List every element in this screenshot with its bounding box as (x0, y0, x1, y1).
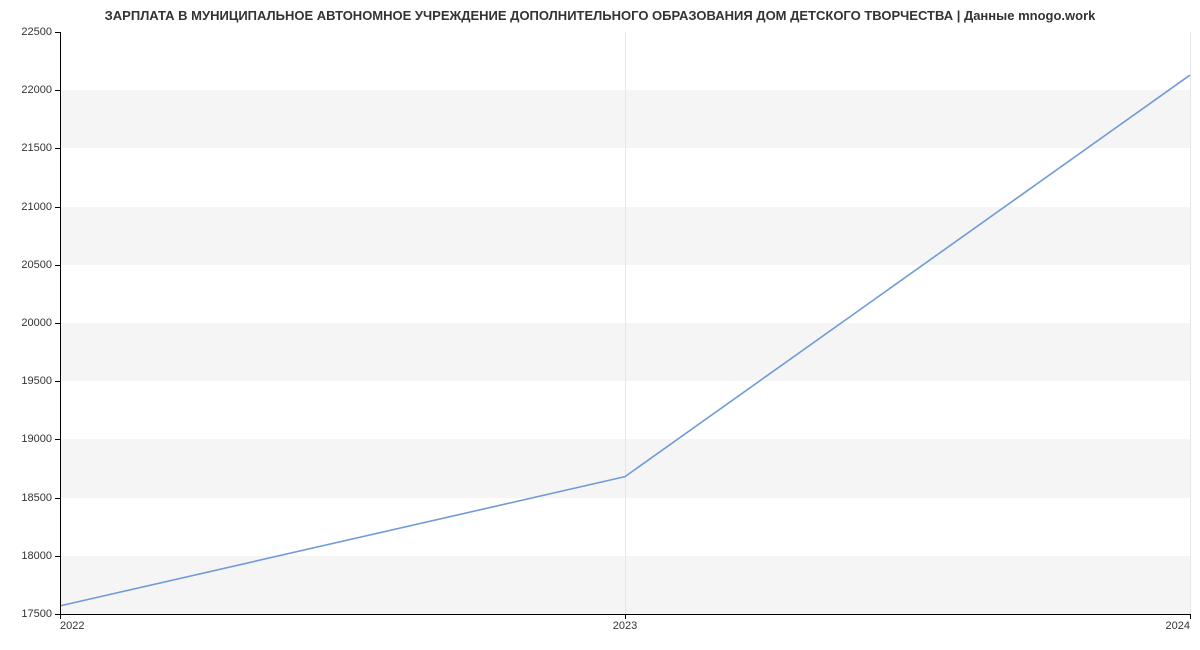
chart-title: ЗАРПЛАТА В МУНИЦИПАЛЬНОЕ АВТОНОМНОЕ УЧРЕ… (0, 8, 1200, 23)
line-layer (60, 32, 1190, 614)
y-tick-mark (55, 439, 60, 440)
y-tick-mark (55, 498, 60, 499)
x-tick-label: 2023 (613, 620, 637, 632)
x-tick-mark (1190, 614, 1191, 619)
chart-container: 1750018000185001900019500200002050021000… (60, 32, 1190, 614)
y-tick-mark (55, 148, 60, 149)
y-tick-mark (55, 90, 60, 91)
series-line (60, 75, 1190, 606)
y-tick-mark (55, 556, 60, 557)
y-tick-mark (55, 32, 60, 33)
y-tick-label: 20000 (2, 317, 52, 329)
y-tick-label: 18000 (2, 550, 52, 562)
x-tick-label: 2024 (1166, 620, 1190, 632)
y-tick-mark (55, 381, 60, 382)
y-tick-mark (55, 207, 60, 208)
y-tick-label: 22500 (2, 26, 52, 38)
x-tick-mark (625, 614, 626, 619)
y-tick-label: 18500 (2, 492, 52, 504)
y-tick-label: 17500 (2, 608, 52, 620)
y-tick-mark (55, 323, 60, 324)
y-tick-label: 22000 (2, 84, 52, 96)
y-tick-label: 19500 (2, 375, 52, 387)
x-tick-mark (60, 614, 61, 619)
y-axis-line (60, 32, 61, 614)
y-tick-label: 21000 (2, 201, 52, 213)
y-tick-label: 19000 (2, 433, 52, 445)
x-tick-label: 2022 (60, 620, 84, 632)
y-tick-label: 21500 (2, 142, 52, 154)
gridline-vertical (1190, 32, 1191, 614)
y-tick-label: 20500 (2, 259, 52, 271)
y-tick-mark (55, 265, 60, 266)
